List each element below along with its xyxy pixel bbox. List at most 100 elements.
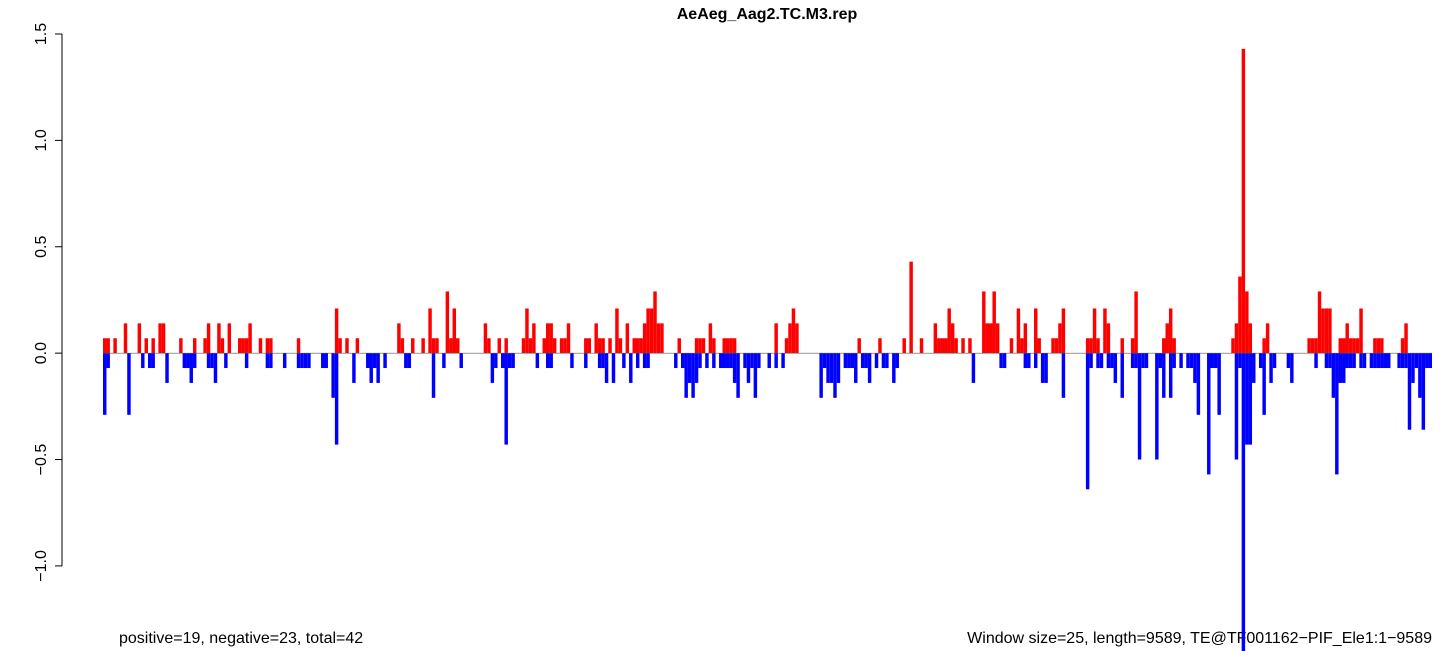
bar <box>1362 353 1367 369</box>
bar <box>750 353 754 369</box>
bar <box>940 338 945 354</box>
bar <box>694 353 699 383</box>
bar <box>947 308 951 354</box>
bar <box>192 353 197 369</box>
bar <box>182 353 187 369</box>
bar <box>546 353 550 369</box>
bar <box>712 353 716 369</box>
bar <box>369 353 373 383</box>
bar <box>625 323 630 354</box>
bar <box>1009 338 1014 354</box>
bar <box>632 338 636 354</box>
bar <box>1258 353 1263 369</box>
bar <box>1414 353 1419 369</box>
bar <box>376 353 380 383</box>
bar <box>1324 308 1329 354</box>
bar <box>1027 353 1031 369</box>
bar <box>944 338 948 354</box>
bar <box>774 353 778 369</box>
bar <box>217 323 221 354</box>
bar <box>1241 353 1246 651</box>
bar <box>833 353 837 398</box>
bar <box>345 338 349 354</box>
bar <box>1369 353 1374 369</box>
bar <box>224 353 228 369</box>
bar <box>1321 308 1325 354</box>
bar <box>1335 353 1339 475</box>
bar <box>241 338 245 354</box>
bar <box>127 353 131 415</box>
bar <box>397 323 401 354</box>
bar <box>854 353 858 383</box>
bar <box>895 353 900 369</box>
bar <box>1380 338 1384 354</box>
bar <box>874 353 879 369</box>
bar <box>933 323 938 354</box>
bar <box>303 353 308 369</box>
bar <box>642 323 647 354</box>
bar <box>459 353 463 369</box>
bar <box>300 353 304 369</box>
bar <box>504 353 508 445</box>
bar <box>1245 353 1249 445</box>
bar <box>1307 338 1311 354</box>
bar <box>1352 353 1356 369</box>
bar <box>847 353 851 369</box>
bar <box>1120 338 1124 354</box>
bar <box>1252 353 1256 383</box>
bar <box>494 353 498 369</box>
bar <box>411 338 415 354</box>
bar <box>608 338 612 354</box>
bar <box>694 338 699 354</box>
bar <box>1089 338 1093 354</box>
chart-title: AeAeg_Aag2.TC.M3.rep <box>677 6 858 23</box>
bar <box>1338 353 1343 383</box>
bar <box>265 338 270 354</box>
bar <box>1106 353 1111 369</box>
bar <box>680 353 685 369</box>
bar <box>1272 353 1277 369</box>
bar <box>860 353 865 369</box>
bar <box>618 338 623 354</box>
bar <box>497 338 502 354</box>
bar <box>1137 353 1142 460</box>
bar <box>950 323 955 354</box>
bar <box>687 353 692 383</box>
bar <box>999 353 1003 369</box>
bar <box>113 338 117 354</box>
bar <box>1134 291 1138 354</box>
bar <box>1404 353 1408 369</box>
bar <box>1002 353 1007 369</box>
bar <box>1387 353 1391 369</box>
bar <box>829 353 834 383</box>
bar <box>504 338 508 354</box>
bar <box>767 353 771 369</box>
bar <box>1054 338 1059 354</box>
bar <box>1425 353 1429 369</box>
bar <box>296 353 301 369</box>
bar <box>179 338 183 354</box>
bar <box>864 353 868 369</box>
bar <box>698 338 702 354</box>
bar <box>1193 353 1197 383</box>
bar <box>757 353 761 369</box>
bar <box>982 291 986 354</box>
bar <box>1342 338 1346 354</box>
bar <box>372 353 377 369</box>
bar <box>708 323 713 354</box>
bar <box>507 353 512 369</box>
bar <box>784 338 789 354</box>
bar <box>732 353 737 383</box>
bar <box>584 353 588 369</box>
bar <box>324 353 328 369</box>
bar <box>151 353 155 369</box>
bar <box>307 353 311 369</box>
bar <box>1044 353 1048 383</box>
bar <box>1172 353 1176 369</box>
bar <box>525 308 529 354</box>
bar <box>570 353 574 369</box>
y-tick-label: −1.0 <box>33 550 50 582</box>
bar <box>867 353 872 383</box>
bar <box>1262 353 1266 415</box>
bar <box>1248 323 1253 354</box>
